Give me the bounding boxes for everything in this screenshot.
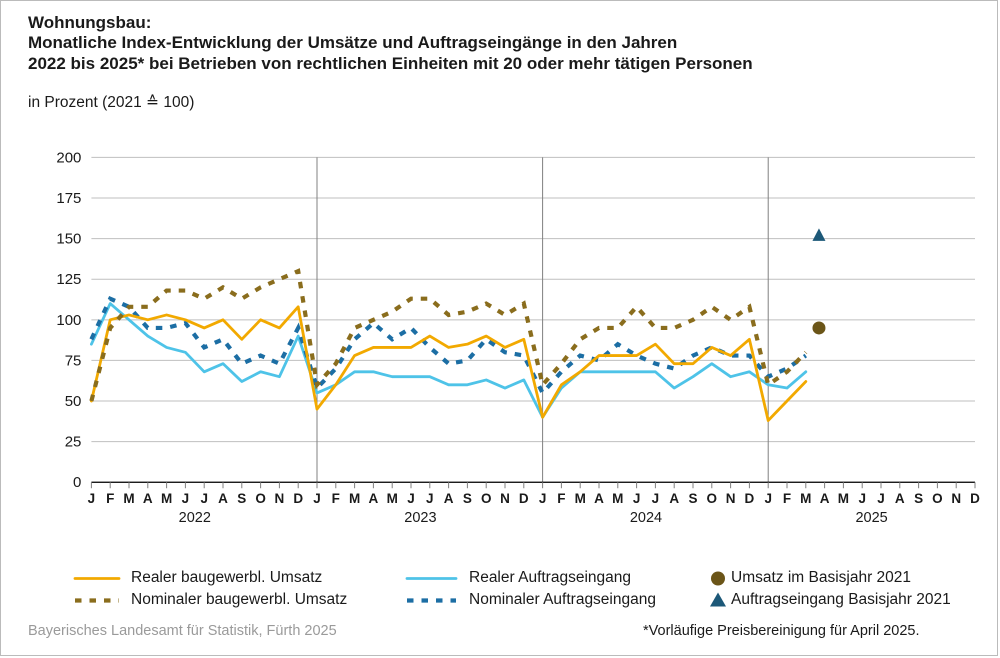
svg-text:M: M: [575, 491, 586, 506]
svg-text:N: N: [951, 491, 961, 506]
svg-text:2022: 2022: [179, 510, 211, 526]
svg-text:M: M: [612, 491, 623, 506]
svg-text:150: 150: [56, 231, 81, 248]
svg-text:M: M: [800, 491, 811, 506]
svg-text:A: A: [669, 491, 679, 506]
svg-text:J: J: [313, 491, 321, 506]
svg-text:2025: 2025: [855, 510, 887, 526]
svg-text:N: N: [275, 491, 285, 506]
svg-text:J: J: [426, 491, 434, 506]
svg-text:N: N: [726, 491, 736, 506]
svg-text:50: 50: [65, 393, 82, 410]
svg-text:0: 0: [73, 474, 81, 491]
svg-text:D: D: [519, 491, 529, 506]
svg-text:J: J: [539, 491, 547, 506]
svg-text:75: 75: [65, 352, 82, 369]
svg-text:O: O: [481, 491, 492, 506]
svg-text:D: D: [970, 491, 980, 506]
svg-text:125: 125: [56, 271, 81, 288]
svg-text:J: J: [182, 491, 190, 506]
svg-text:S: S: [688, 491, 697, 506]
svg-text:J: J: [200, 491, 208, 506]
svg-text:175: 175: [56, 190, 81, 207]
svg-text:J: J: [764, 491, 772, 506]
svg-text:A: A: [820, 491, 830, 506]
svg-text:N: N: [500, 491, 510, 506]
svg-text:25: 25: [65, 434, 82, 451]
svg-text:M: M: [349, 491, 360, 506]
svg-text:M: M: [161, 491, 172, 506]
svg-text:A: A: [218, 491, 228, 506]
svg-text:S: S: [463, 491, 472, 506]
svg-text:100: 100: [56, 312, 81, 329]
svg-text:J: J: [88, 491, 96, 506]
svg-text:A: A: [143, 491, 153, 506]
svg-text:F: F: [557, 491, 565, 506]
svg-text:M: M: [838, 491, 849, 506]
svg-text:A: A: [369, 491, 379, 506]
svg-text:S: S: [237, 491, 246, 506]
svg-text:S: S: [914, 491, 923, 506]
svg-text:F: F: [106, 491, 114, 506]
svg-text:J: J: [633, 491, 641, 506]
svg-text:A: A: [444, 491, 454, 506]
svg-text:J: J: [858, 491, 866, 506]
svg-text:O: O: [932, 491, 943, 506]
svg-text:200: 200: [56, 149, 81, 166]
svg-text:A: A: [594, 491, 604, 506]
svg-text:O: O: [255, 491, 266, 506]
svg-text:M: M: [387, 491, 398, 506]
svg-text:J: J: [652, 491, 660, 506]
svg-text:2024: 2024: [630, 510, 662, 526]
svg-text:J: J: [407, 491, 415, 506]
svg-text:F: F: [332, 491, 340, 506]
svg-text:D: D: [745, 491, 755, 506]
svg-text:O: O: [707, 491, 718, 506]
svg-text:A: A: [895, 491, 905, 506]
svg-text:M: M: [123, 491, 134, 506]
svg-text:F: F: [783, 491, 791, 506]
svg-text:D: D: [293, 491, 303, 506]
svg-text:2023: 2023: [404, 510, 436, 526]
svg-text:J: J: [877, 491, 885, 506]
